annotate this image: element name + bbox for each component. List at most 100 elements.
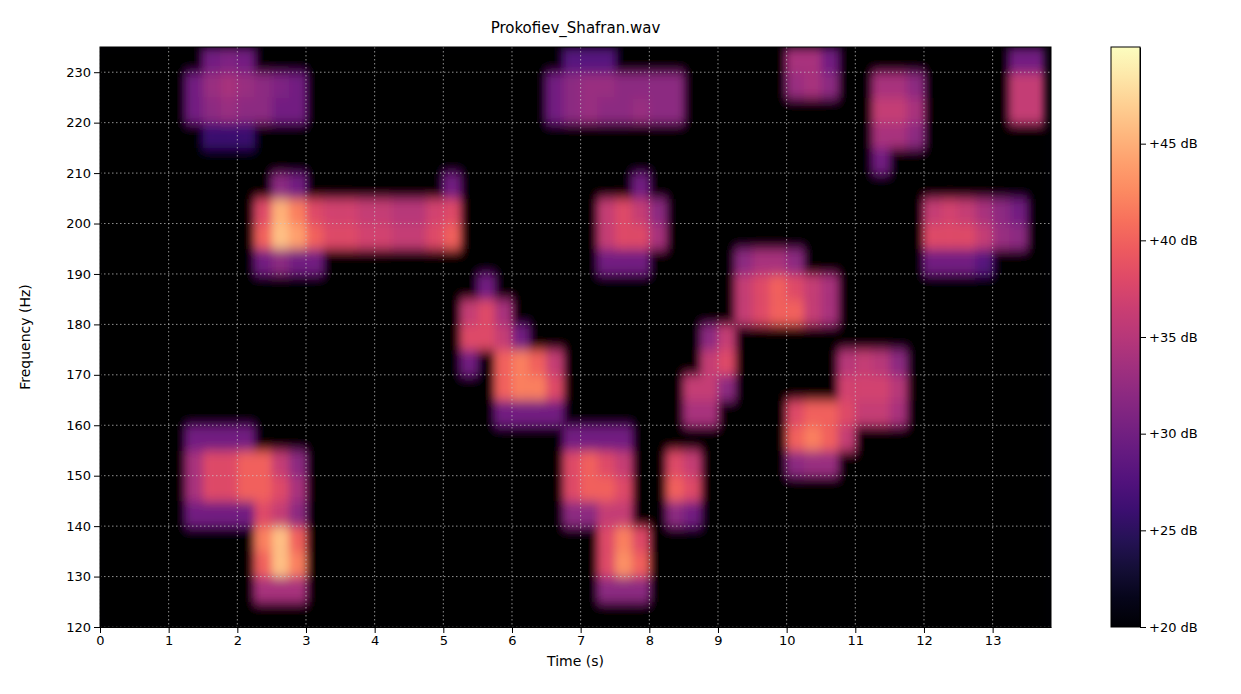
cell [220, 425, 238, 451]
cell [821, 148, 839, 174]
cell [684, 450, 702, 476]
tick-label: 6 [508, 633, 516, 648]
cell [186, 551, 204, 577]
cell [409, 526, 427, 552]
cell [495, 224, 513, 250]
cell [426, 526, 444, 552]
cell [598, 123, 616, 149]
cell [426, 400, 444, 426]
cell [151, 375, 169, 401]
tick: 3 [302, 627, 310, 648]
cell [220, 400, 238, 426]
cell [237, 350, 255, 376]
cell [512, 602, 530, 627]
tick-label: +35 dB [1149, 330, 1198, 345]
cell [752, 501, 770, 527]
cell [941, 400, 959, 426]
cell [478, 501, 496, 527]
cell [254, 224, 272, 250]
tick: 5 [440, 627, 448, 648]
cell [890, 299, 908, 325]
cell [752, 148, 770, 174]
cell [993, 602, 1011, 627]
cell [598, 526, 616, 552]
tick: 200 [66, 216, 100, 231]
cell [975, 425, 993, 451]
cell [1027, 324, 1045, 350]
cell [615, 47, 633, 73]
cell [821, 249, 839, 275]
cell [958, 198, 976, 224]
cell [581, 577, 599, 603]
tick: 170 [66, 367, 100, 382]
cell [804, 577, 822, 603]
cell [357, 350, 375, 376]
cell [615, 450, 633, 476]
cell [203, 450, 221, 476]
cell [684, 425, 702, 451]
cell [752, 173, 770, 199]
cell [666, 72, 684, 98]
cell [529, 577, 547, 603]
tick-label: 12 [916, 633, 933, 648]
cell [890, 198, 908, 224]
tick: 190 [66, 267, 100, 282]
cell [598, 72, 616, 98]
cell [546, 148, 564, 174]
cell [975, 526, 993, 552]
cell [838, 47, 856, 73]
cell [958, 123, 976, 149]
cell [169, 198, 187, 224]
cell [838, 123, 856, 149]
cell [392, 450, 410, 476]
cell [203, 72, 221, 98]
cell [563, 123, 581, 149]
tick: 120 [66, 620, 100, 635]
cell [409, 577, 427, 603]
cell [941, 299, 959, 325]
cell [186, 299, 204, 325]
cell [237, 224, 255, 250]
cell [804, 198, 822, 224]
cell [186, 249, 204, 275]
cell [546, 501, 564, 527]
cell [220, 350, 238, 376]
cell [134, 148, 152, 174]
cell [975, 72, 993, 98]
cell [1027, 47, 1045, 73]
cell [993, 47, 1011, 73]
cell [151, 350, 169, 376]
cell [203, 425, 221, 451]
cell [546, 400, 564, 426]
tick-label: +40 dB [1149, 233, 1198, 248]
cell [821, 274, 839, 300]
cell [821, 501, 839, 527]
cell [186, 400, 204, 426]
cell [117, 526, 135, 552]
cell [787, 602, 805, 627]
cell [890, 501, 908, 527]
cell [581, 97, 599, 123]
cell [203, 123, 221, 149]
cell [821, 450, 839, 476]
cell [100, 173, 118, 199]
cell [151, 400, 169, 426]
cell [855, 47, 873, 73]
cell [117, 450, 135, 476]
cell [375, 249, 393, 275]
cell [151, 123, 169, 149]
cell [581, 350, 599, 376]
cell [872, 425, 890, 451]
cell [340, 375, 358, 401]
cell [272, 450, 290, 476]
cell [855, 198, 873, 224]
cell [563, 551, 581, 577]
cell [684, 123, 702, 149]
cell [495, 526, 513, 552]
cell [735, 148, 753, 174]
cell [649, 274, 667, 300]
cell [941, 602, 959, 627]
grid [100, 47, 1051, 627]
tick-label: 180 [66, 317, 91, 332]
cell [666, 198, 684, 224]
